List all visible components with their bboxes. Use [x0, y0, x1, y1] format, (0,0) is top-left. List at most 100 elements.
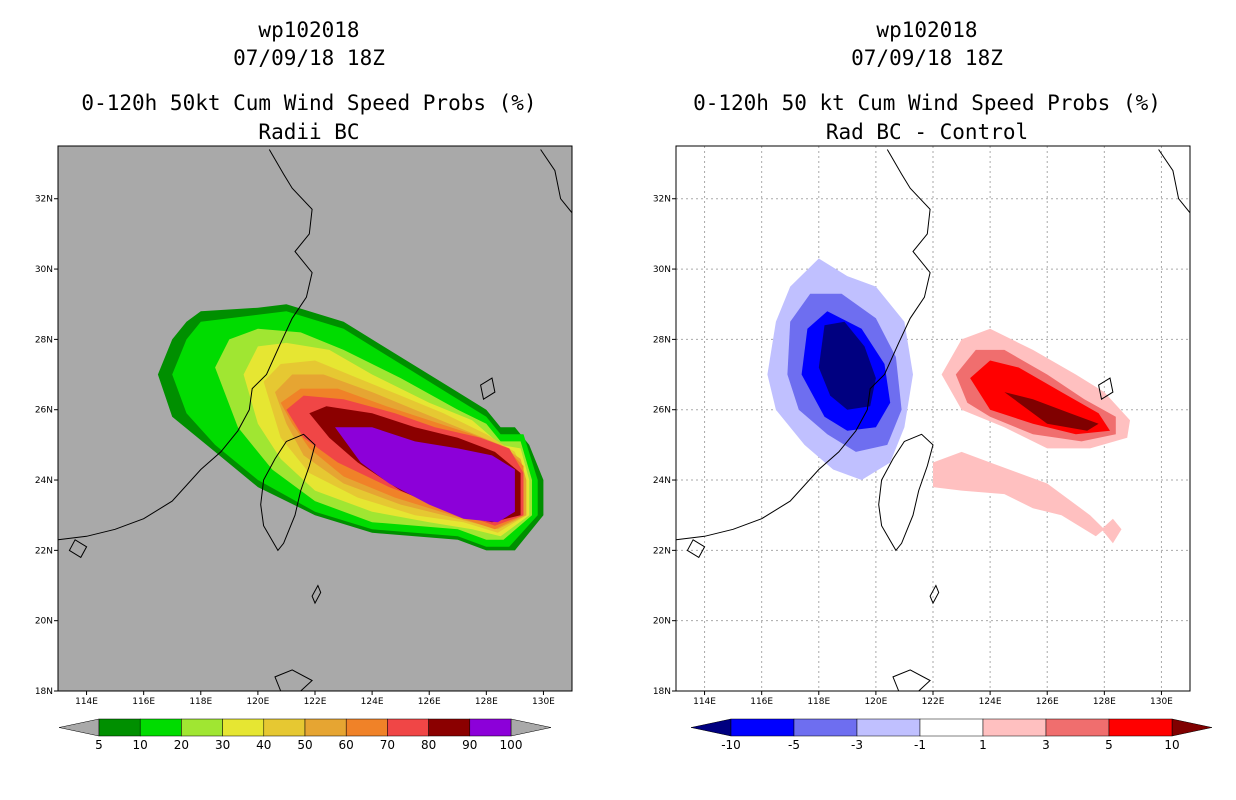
right-chart-subtitle: Rad BC - Control: [825, 120, 1029, 144]
y-tick-label: 24N: [35, 476, 53, 486]
colorbar-label: 60: [339, 738, 354, 752]
colorbar-label: 5: [1105, 738, 1113, 752]
colorbar-label: 40: [256, 738, 271, 752]
x-tick-label: 120E: [246, 697, 269, 707]
x-tick-label: 116E: [132, 697, 155, 707]
coastline: [58, 149, 313, 541]
coastline: [311, 584, 322, 605]
x-tick-label: 116E: [750, 697, 773, 707]
colorbar-label: 3: [1042, 738, 1050, 752]
colorbar-swatch: [469, 718, 512, 737]
colorbar-label: 50: [297, 738, 312, 752]
colorbar-label: 80: [421, 738, 436, 752]
left-storm-id: wp102018: [258, 18, 360, 42]
colorbar-swatch: [98, 718, 141, 737]
coastline: [929, 584, 940, 605]
x-tick-label: 114E: [693, 697, 716, 707]
y-tick-label: 18N: [35, 687, 53, 697]
colorbar-swatch: [387, 718, 429, 737]
colorbar-label: -3: [851, 738, 863, 752]
left-map-plot: 114E 116E 118E 120E 122E 124E 126E 128E 130E 18N 2…: [35, 145, 573, 752]
colorbar-swatch: [1108, 718, 1173, 737]
y-tick-label: 18N: [653, 687, 671, 697]
y-tick-label: 24N: [653, 476, 671, 486]
y-tick-label: 28N: [653, 335, 671, 345]
coastline: [68, 539, 88, 559]
coastline: [260, 433, 316, 552]
x-tick-label: 128E: [1093, 697, 1116, 707]
contour-region: [1101, 518, 1122, 544]
x-tick-label: 130E: [1150, 697, 1173, 707]
x-tick-label: 124E: [979, 697, 1002, 707]
coastline: [540, 149, 572, 214]
contour-region: [818, 321, 876, 410]
colorbar-label: 1: [979, 738, 987, 752]
right-map-plot: 114E 116E 118E 120E 122E 124E 126E 128E 130E 18N 2…: [653, 145, 1213, 752]
y-tick-label: 20N: [653, 617, 671, 627]
colorbar-swatch: [919, 718, 984, 737]
left-date: 07/09/18 18Z: [233, 46, 385, 70]
colorbar-label: 5: [95, 738, 103, 752]
coastline: [480, 377, 496, 401]
colorbar-swatch: [263, 718, 306, 737]
x-tick-label: 124E: [361, 697, 384, 707]
x-tick-label: 126E: [1036, 697, 1059, 707]
colorbar-swatch: [222, 718, 265, 737]
colorbar-label: -10: [721, 738, 741, 752]
colorbar-swatch: [856, 718, 921, 737]
x-tick-label: 128E: [475, 697, 498, 707]
colorbar-swatch: [1045, 718, 1110, 737]
x-tick-label: 130E: [532, 697, 555, 707]
colorbar-label: 10: [133, 738, 148, 752]
y-tick-label: 32N: [653, 195, 671, 205]
y-tick-label: 26N: [35, 406, 53, 416]
y-tick-label: 30N: [35, 265, 53, 275]
left-panel: wp102018 07/09/18 18Z 0-120h 50kt Cum Wi…: [35, 18, 573, 752]
colorbar-label: -1: [914, 738, 926, 752]
y-tick-label: 28N: [35, 335, 53, 345]
x-tick-label: 118E: [189, 697, 212, 707]
left-chart-subtitle: Radii BC: [258, 120, 360, 144]
coastline: [878, 433, 934, 552]
right-storm-id: wp102018: [876, 18, 978, 42]
y-tick-label: 32N: [35, 195, 53, 205]
colorbar-lower-extend: [690, 718, 732, 737]
colorbar-label: 100: [500, 738, 523, 752]
colorbar-swatch: [428, 718, 471, 737]
contour-region: [933, 451, 1105, 537]
colorbar-lower-extend: [58, 718, 100, 737]
coastline: [686, 539, 706, 559]
y-tick-label: 20N: [35, 617, 53, 627]
colorbar-upper-extend: [510, 718, 552, 737]
coastline: [1098, 377, 1114, 401]
colorbar-upper-extend: [1171, 718, 1213, 737]
x-tick-label: 118E: [807, 697, 830, 707]
left-chart-title: 0-120h 50kt Cum Wind Speed Probs (%): [81, 91, 537, 115]
y-tick-label: 22N: [653, 546, 671, 556]
colorbar-label: 10: [1164, 738, 1179, 752]
colorbar-swatch: [730, 718, 795, 737]
colorbar-swatch: [345, 718, 388, 737]
coastline: [274, 669, 313, 691]
right-panel: wp102018 07/09/18 18Z 0-120h 50 kt Cum W…: [618, 0, 1236, 800]
right-date: 07/09/18 18Z: [851, 46, 1003, 70]
coastline: [1158, 149, 1190, 214]
right-chart-title: 0-120h 50 kt Cum Wind Speed Probs (%): [693, 91, 1161, 115]
coastline: [892, 669, 931, 691]
colorbar-label: 20: [174, 738, 189, 752]
colorbar-swatch: [181, 718, 223, 737]
colorbar-swatch: [304, 718, 347, 737]
y-tick-label: 22N: [35, 546, 53, 556]
plot-area: [58, 149, 572, 691]
plot-area: [676, 146, 1190, 691]
colorbar-swatch: [793, 718, 858, 737]
x-tick-label: 126E: [418, 697, 441, 707]
colorbar-label: 70: [380, 738, 395, 752]
colorbar-label: 30: [215, 738, 230, 752]
contour-region: [335, 427, 515, 523]
x-tick-label: 120E: [864, 697, 887, 707]
x-tick-label: 122E: [304, 697, 327, 707]
colorbar-label: -5: [788, 738, 800, 752]
coastline: [676, 149, 931, 541]
colorbar-label: 90: [462, 738, 477, 752]
